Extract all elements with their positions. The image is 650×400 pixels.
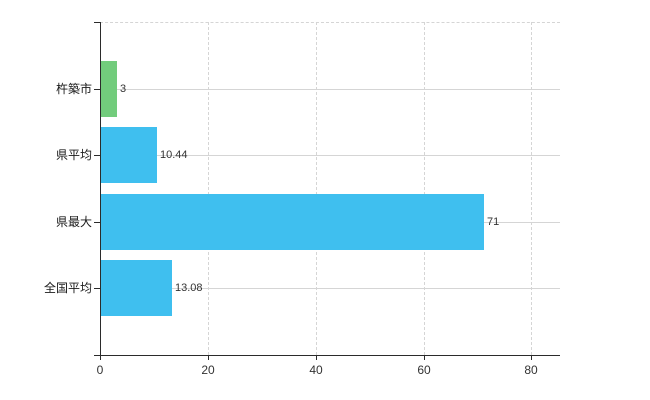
x-tick-label: 80 [524, 363, 538, 377]
x-tick-label: 60 [417, 363, 431, 377]
y-axis-end-tick [94, 355, 100, 356]
y-axis-end-tick [94, 22, 100, 23]
gridline-horizontal [100, 288, 560, 289]
gridline-vertical [208, 22, 209, 355]
y-axis-line [100, 22, 101, 356]
value-label: 71 [487, 216, 500, 228]
bar [101, 194, 484, 250]
x-axis-line [100, 355, 560, 356]
x-tick-label: 40 [309, 363, 323, 377]
gridline-vertical [424, 22, 425, 355]
x-axis-tick [424, 355, 425, 360]
y-axis-tick [94, 155, 100, 156]
category-label: 県平均 [55, 148, 92, 162]
y-axis-tick [94, 222, 100, 223]
gridline-horizontal [100, 155, 560, 156]
category-label: 全国平均 [43, 281, 92, 295]
x-axis-tick [316, 355, 317, 360]
x-axis-tick [100, 355, 101, 360]
bar [101, 61, 117, 117]
x-tick-label: 0 [96, 363, 104, 377]
category-label: 県最大 [55, 215, 92, 229]
plot-top-border [100, 22, 560, 23]
value-label: 13.08 [175, 282, 203, 294]
value-label: 10.44 [160, 149, 188, 161]
x-tick-label: 20 [201, 363, 215, 377]
y-axis-tick [94, 89, 100, 90]
bar [101, 260, 172, 316]
gridline-vertical [316, 22, 317, 355]
gridline-vertical [531, 22, 532, 355]
x-axis-tick [208, 355, 209, 360]
y-axis-tick [94, 288, 100, 289]
category-label: 杵築市 [55, 82, 92, 96]
bar [101, 127, 157, 183]
value-label: 3 [120, 83, 127, 95]
gridline-horizontal [100, 89, 560, 90]
x-axis-tick [531, 355, 532, 360]
